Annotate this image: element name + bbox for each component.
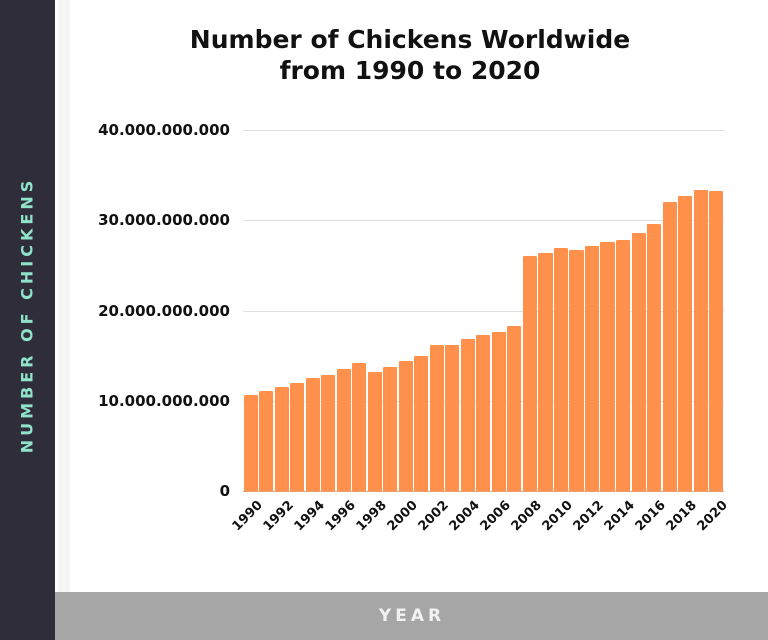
x-axis-panel bbox=[55, 592, 768, 640]
bar-2000 bbox=[398, 361, 413, 491]
y-axis-label: NUMBER OF CHICKENS bbox=[17, 176, 37, 454]
x-tick-label: 2002 bbox=[415, 498, 452, 535]
bar-1992 bbox=[274, 387, 289, 491]
x-tick-label: 2018 bbox=[663, 498, 700, 535]
y-tick-label: 20.000.000.000 bbox=[98, 301, 230, 320]
bar-2013 bbox=[600, 241, 615, 491]
x-tick-label: 2010 bbox=[539, 498, 576, 535]
bar-2001 bbox=[414, 355, 429, 491]
x-tick-label: 2014 bbox=[601, 498, 638, 535]
y-tick-label: 40.000.000.000 bbox=[98, 121, 230, 139]
bar-2009 bbox=[538, 252, 553, 491]
x-tick-label: 1992 bbox=[260, 498, 297, 535]
gridline bbox=[243, 220, 724, 222]
bar-1994 bbox=[305, 378, 320, 491]
bar-2018 bbox=[678, 195, 693, 491]
y-tick-label: 10.000.000.000 bbox=[98, 391, 230, 410]
bar-1990 bbox=[243, 395, 258, 491]
bar-2016 bbox=[647, 223, 662, 491]
bar-2010 bbox=[553, 248, 569, 491]
bar-1996 bbox=[336, 369, 351, 491]
gridline bbox=[243, 310, 724, 312]
plot-area bbox=[243, 130, 724, 492]
bar-1997 bbox=[352, 362, 367, 491]
bar-1991 bbox=[259, 390, 274, 491]
chart-title-line-2: from 1990 to 2020 bbox=[279, 56, 541, 85]
bar-2017 bbox=[662, 202, 677, 491]
x-tick-label: 1994 bbox=[291, 498, 328, 535]
bar-2007 bbox=[507, 325, 522, 491]
x-tick-label: 2008 bbox=[508, 498, 545, 535]
panel-divider bbox=[58, 0, 70, 592]
bar-2015 bbox=[631, 232, 646, 491]
x-tick-label: 2020 bbox=[694, 498, 732, 535]
x-tick-label: 2000 bbox=[384, 498, 421, 535]
y-tick-label: 30.000.000.000 bbox=[98, 211, 230, 230]
bar-2008 bbox=[522, 256, 537, 491]
x-tick-label: 2012 bbox=[570, 498, 607, 535]
bar-1998 bbox=[367, 371, 382, 491]
x-tick-label: 1990 bbox=[229, 498, 266, 535]
y-axis-panel bbox=[0, 0, 55, 640]
bar-2003 bbox=[445, 344, 460, 491]
bar-1999 bbox=[383, 367, 398, 491]
y-tick-label: 0 bbox=[219, 482, 230, 500]
x-tick-label: 2016 bbox=[632, 498, 669, 535]
bar-2014 bbox=[615, 240, 631, 491]
x-axis-line bbox=[243, 491, 724, 492]
chart-title: Number of Chickens Worldwide from 1990 t… bbox=[160, 24, 660, 86]
x-tick-label: 1998 bbox=[353, 498, 390, 535]
bar-2004 bbox=[460, 339, 475, 491]
bar-1993 bbox=[290, 382, 305, 491]
chart-title-line-1: Number of Chickens Worldwide bbox=[189, 25, 631, 54]
x-tick-label: 2004 bbox=[446, 498, 483, 535]
bar-2011 bbox=[569, 250, 584, 491]
x-axis-label: YEAR bbox=[378, 606, 446, 626]
bar-2002 bbox=[429, 344, 444, 491]
x-tick-label: 2006 bbox=[477, 498, 514, 535]
x-tick-label: 1996 bbox=[322, 498, 359, 535]
bar-2019 bbox=[693, 190, 708, 491]
bar-2020 bbox=[709, 191, 724, 491]
bar-2005 bbox=[476, 334, 491, 491]
bar-2006 bbox=[491, 332, 506, 491]
bar-1995 bbox=[321, 374, 336, 491]
bar-2012 bbox=[584, 246, 600, 491]
gridline bbox=[243, 130, 724, 131]
bar-series bbox=[243, 130, 724, 491]
